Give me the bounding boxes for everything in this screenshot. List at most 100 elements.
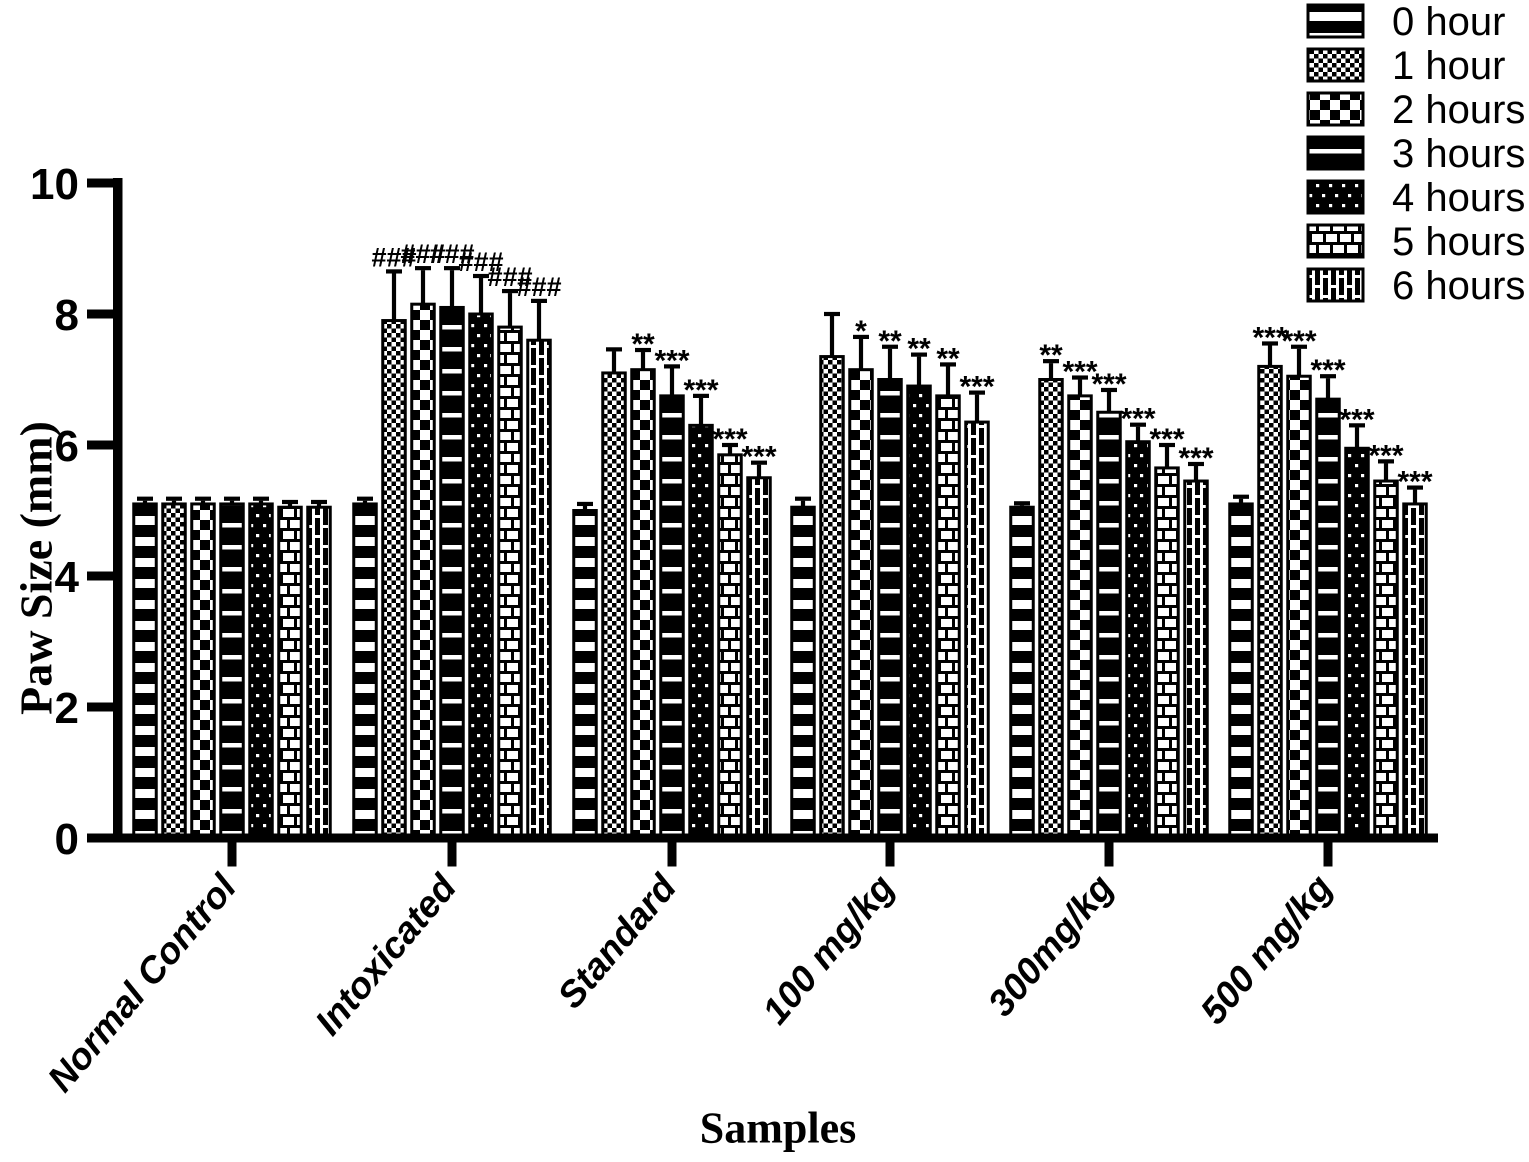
bar-0-hour-300mg-kg [1009, 505, 1035, 838]
bar-2-hours-300mg-kg [1067, 394, 1093, 838]
legend-swatch-5-hours [1306, 223, 1365, 259]
significance-marker: ### [516, 272, 561, 302]
legend-item-4-hours: 4 hours [1306, 176, 1525, 220]
legend-swatch-4-hours [1306, 179, 1365, 215]
bar-4-hours-standard [688, 423, 714, 838]
significance-marker: *** [683, 374, 718, 407]
significance-marker: *** [1062, 356, 1097, 389]
significance-marker: ### [458, 247, 503, 277]
legend-label: 2 hours [1392, 88, 1525, 132]
y-tick-label: 6 [55, 422, 79, 471]
bar-0-hour-100-mg-kg [790, 505, 816, 838]
bar-2-hours-100-mg-kg [848, 368, 874, 838]
legend-item-1-hour: 1 hour [1306, 44, 1505, 88]
bar-1-hour-300mg-kg [1038, 378, 1064, 838]
significance-marker: ** [878, 325, 902, 358]
y-tick-label: 4 [55, 553, 80, 602]
y-axis-line [113, 178, 123, 843]
bar-0-hour-intoxicated [352, 502, 378, 838]
bar-1-hour-standard [601, 371, 627, 838]
x-tick [1104, 842, 1114, 867]
y-tick-label: 0 [55, 815, 79, 864]
bar-6-hours-100-mg-kg [964, 420, 990, 838]
x-category-label-intoxicated: Intoxicated [307, 866, 465, 1043]
bar-1-hour-intoxicated [381, 319, 407, 838]
legend-label: 4 hours [1392, 176, 1525, 220]
bar-3-hours-normal-control [219, 502, 245, 838]
significance-marker: *** [1281, 325, 1316, 358]
significance-marker: *** [1339, 403, 1374, 436]
significance-marker: *** [959, 371, 994, 404]
y-tick-label: 2 [55, 684, 79, 733]
bar-3-hours-standard [659, 394, 685, 838]
y-axis-title: Paw Size (mm) [10, 421, 62, 715]
x-axis-line [113, 833, 1438, 843]
legend-label: 1 hour [1392, 44, 1505, 88]
bar-4-hours-100-mg-kg [906, 384, 932, 838]
bar-4-hours-500-mg-kg [1344, 446, 1370, 838]
y-tick [87, 833, 113, 843]
significance-marker: ### [371, 242, 416, 272]
x-tick [667, 842, 677, 867]
bar-2-hours-intoxicated [410, 302, 436, 838]
bar-1-hour-500-mg-kg [1257, 364, 1283, 838]
legend-item-5-hours: 5 hours [1306, 220, 1525, 264]
bar-2-hours-standard [630, 368, 656, 838]
bar-5-hours-100-mg-kg [935, 394, 961, 838]
legend-swatch-6-hours [1306, 267, 1365, 303]
significance-marker: *** [741, 441, 776, 474]
bar-6-hours-300mg-kg [1183, 479, 1209, 838]
significance-marker: *** [1120, 403, 1155, 436]
legend-item-3-hours: 3 hours [1306, 132, 1525, 176]
bar-6-hours-500-mg-kg [1402, 502, 1428, 838]
x-axis-title: Samples [699, 1103, 857, 1153]
x-tick [227, 842, 237, 867]
legend-item-6-hours: 6 hours [1306, 264, 1525, 308]
significance-marker: ** [936, 342, 960, 375]
bar-6-hours-normal-control [306, 505, 332, 838]
bar-4-hours-300mg-kg [1125, 440, 1151, 838]
bar-1-hour-100-mg-kg [819, 355, 845, 838]
bar-5-hours-500-mg-kg [1373, 479, 1399, 838]
legend-label: 3 hours [1392, 132, 1525, 176]
bar-0-hour-500-mg-kg [1228, 502, 1254, 838]
x-category-label-300mg-kg: 300mg/kg [980, 867, 1121, 1024]
bar-5-hours-standard [717, 453, 743, 838]
significance-marker: *** [712, 423, 747, 456]
bar-3-hours-intoxicated [439, 305, 465, 838]
bar-3-hours-300mg-kg [1096, 410, 1122, 838]
bar-5-hours-normal-control [277, 505, 303, 838]
x-tick [885, 842, 895, 867]
y-tick [87, 571, 113, 581]
y-tick-label: 10 [30, 160, 79, 209]
x-tick [1323, 842, 1333, 867]
y-tick [87, 702, 113, 712]
x-category-label-100-mg-kg: 100 mg/kg [754, 867, 902, 1032]
bar-1-hour-normal-control [161, 502, 187, 838]
significance-marker: ### [400, 239, 445, 269]
legend-label: 0 hour [1392, 0, 1505, 44]
x-category-label-standard: Standard [550, 866, 685, 1016]
significance-marker: ** [907, 333, 931, 366]
significance-marker: *** [1091, 368, 1126, 401]
bar-4-hours-intoxicated [468, 312, 494, 838]
y-tick [87, 309, 113, 319]
bar-5-hours-300mg-kg [1154, 466, 1180, 838]
significance-marker: *** [1149, 423, 1184, 456]
legend-label: 5 hours [1392, 220, 1525, 264]
bar-2-hours-500-mg-kg [1286, 374, 1312, 838]
bar-6-hours-intoxicated [526, 338, 552, 838]
y-tick-label: 8 [55, 291, 79, 340]
significance-marker: *** [1368, 439, 1403, 472]
legend-swatch-3-hours [1306, 135, 1365, 171]
significance-marker: *** [1397, 466, 1432, 499]
legend-swatch-2-hours [1306, 91, 1365, 127]
legend-item-2-hours: 2 hours [1306, 88, 1525, 132]
significance-marker: *** [654, 344, 689, 377]
significance-marker: * [855, 315, 867, 348]
significance-marker: ### [429, 239, 474, 269]
legend-label: 6 hours [1392, 264, 1525, 308]
bar-3-hours-100-mg-kg [877, 378, 903, 838]
